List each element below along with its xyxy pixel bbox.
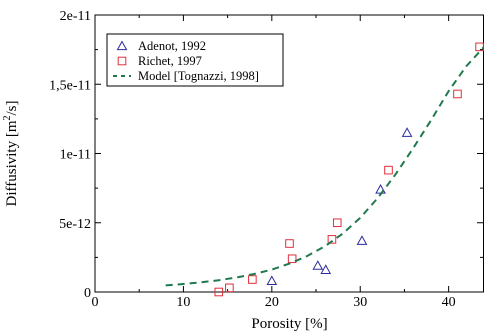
square-point [214,287,224,297]
legend-item: Richet, 1997 [117,54,202,68]
legend-label: Model [Tognazzi, 1998] [138,69,259,83]
square-point [225,283,234,293]
series-0 [266,127,413,286]
square-point [248,275,257,284]
square-point [384,165,393,175]
model-curve [165,46,484,287]
x-axis-label: Porosity [%] [251,316,327,332]
triangle-point [375,183,386,194]
y-tick-label: 1e-11 [60,148,91,163]
y-axis-label: Diffusivity [m2/s] [2,101,20,207]
square-point [332,218,342,228]
legend-label: Richet, 1997 [138,54,202,68]
y-axis-label-main: Diffusivity [m [4,120,20,206]
series-layer [165,42,484,297]
series-1 [214,42,484,297]
y-tick-label: 2e-11 [60,9,91,24]
triangle-point [320,264,332,274]
triangle-point [356,235,368,245]
legend-item: Model [Tognazzi, 1998] [113,69,259,83]
y-axis-label-superscript: 2 [2,116,13,121]
triangle-point [266,275,278,286]
ticks-group: 0 10 20 30 40 0 5e-12 1e-11 1,5e-11 2e-11 [49,9,483,310]
x-tick-label: 40 [442,295,456,310]
y-tick-label: 1,5e-11 [49,78,91,93]
legend-item: Adenot, 1992 [116,39,206,53]
square-point [287,254,297,264]
x-tick-label: 30 [353,295,367,310]
y-tick-label: 0 [84,286,91,301]
triangle-point [312,260,324,270]
x-tick-label: 10 [176,295,190,310]
x-tick-label: 20 [265,295,279,310]
x-tick-label: 0 [92,295,99,310]
legend-square-swatch [117,56,127,66]
triangle-point [401,127,413,137]
legend-label: Adenot, 1992 [138,39,206,53]
square-point [327,235,337,244]
legend-triangle-swatch [116,40,128,51]
legend-box [106,33,284,87]
series-2 [165,46,484,287]
square-point [453,89,462,99]
square-point [285,239,294,248]
y-axis-label-end: /s] [4,101,20,116]
y-tick-label: 5e-12 [59,217,91,232]
